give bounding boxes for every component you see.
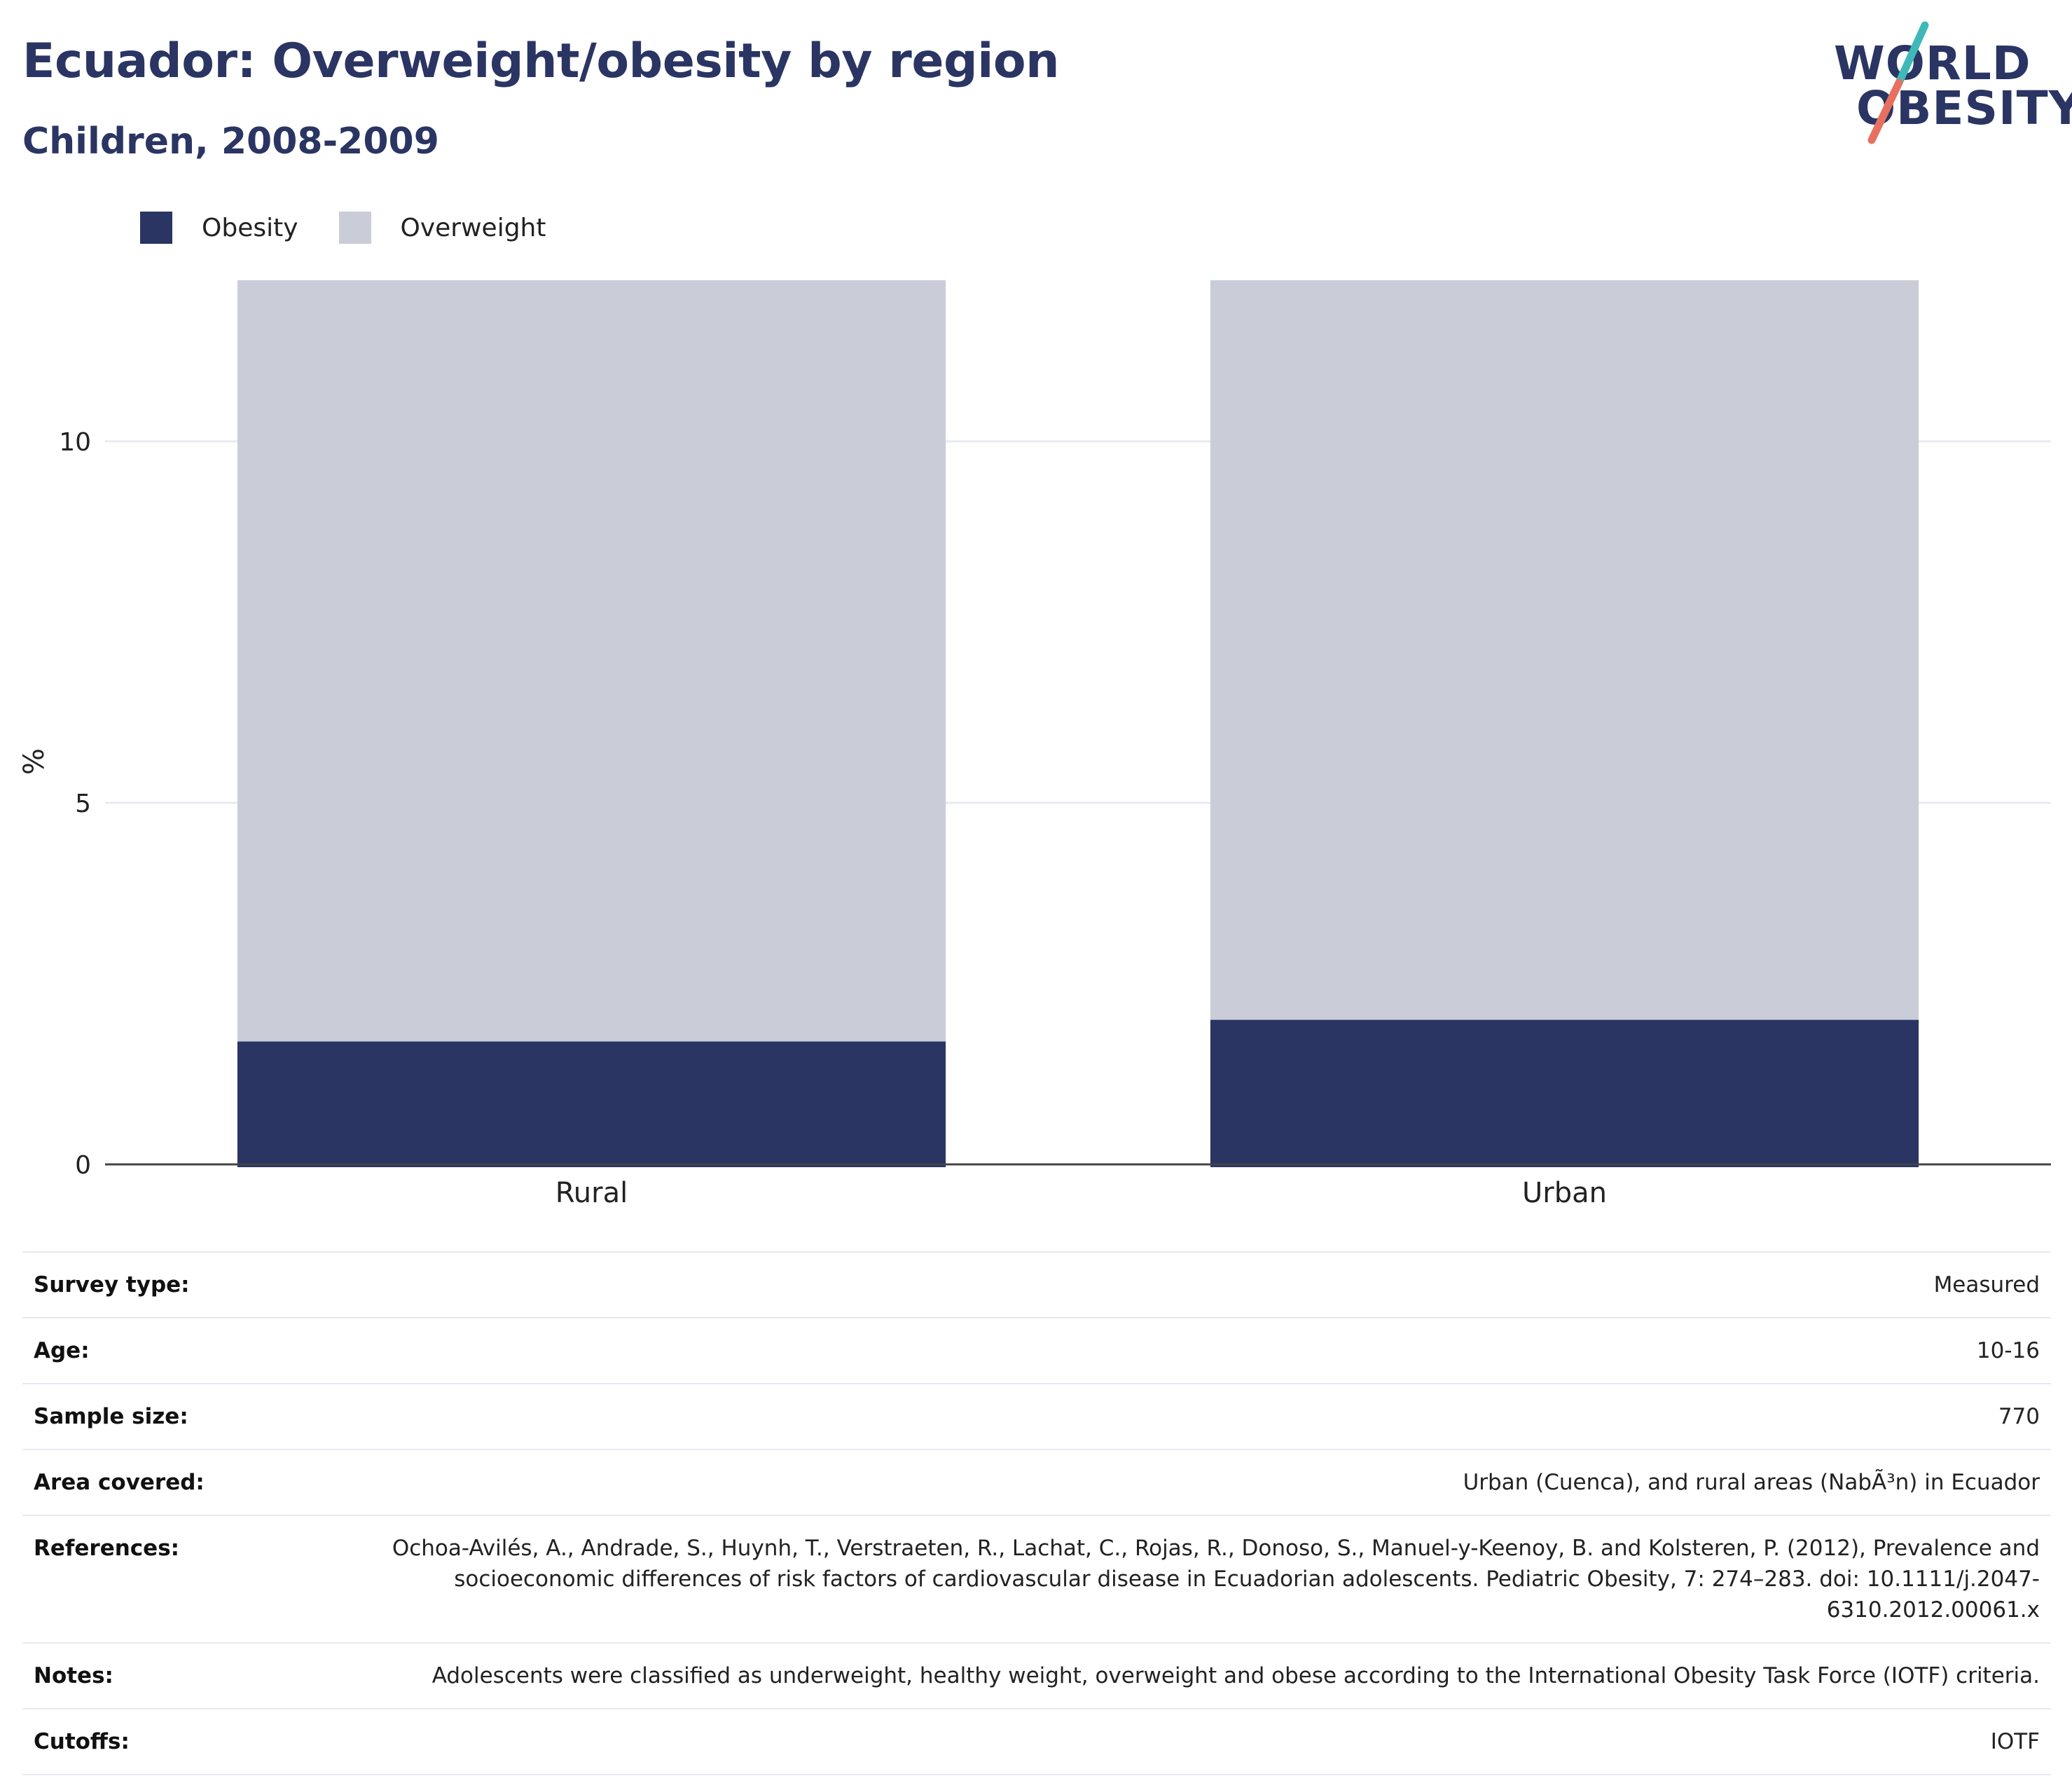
y-axis-title: % bbox=[18, 748, 50, 775]
info-value: Measured bbox=[339, 1251, 2051, 1319]
logo-word-world: WORLD bbox=[1834, 36, 2031, 90]
chart-legend: Obesity Overweight bbox=[140, 210, 586, 245]
bar-overweight-urban[interactable] bbox=[1210, 280, 1919, 1020]
legend-swatch-overweight bbox=[338, 212, 371, 244]
info-row: Age: 10-16 bbox=[22, 1317, 2051, 1385]
bar-obesity-urban[interactable] bbox=[1210, 1019, 1919, 1167]
x-category-label: Urban bbox=[1522, 1177, 1607, 1209]
survey-info-table: Survey type: Measured Age: 10-16 Sample size… bbox=[22, 1251, 2051, 1776]
bars bbox=[237, 280, 1919, 1167]
info-row: Sample size: 770 bbox=[22, 1383, 2051, 1451]
y-tick-label: 0 bbox=[75, 1151, 91, 1180]
info-value: 770 bbox=[339, 1383, 2051, 1451]
info-row: Cutoffs: IOTF bbox=[22, 1708, 2051, 1776]
info-label: Sample size: bbox=[22, 1383, 339, 1451]
info-value: IOTF bbox=[339, 1708, 2051, 1776]
info-value: Ochoa-Avilés, A., Andrade, S., Huynh, T.… bbox=[339, 1515, 2051, 1644]
legend-item-overweight[interactable]: Overweight bbox=[338, 212, 546, 244]
chart-title: Ecuador: Overweight/obesity by region bbox=[22, 34, 1060, 89]
legend-swatch-obesity bbox=[140, 212, 172, 244]
info-label: References: bbox=[22, 1515, 339, 1644]
bar-overweight-rural[interactable] bbox=[237, 280, 946, 1042]
info-label: Area covered: bbox=[22, 1449, 339, 1517]
info-row: Area covered: Urban (Cuenca), and rural a… bbox=[22, 1449, 2051, 1517]
info-row: Notes: Adolescents were classified as und… bbox=[22, 1642, 2051, 1710]
chart-subtitle: Children, 2008-2009 bbox=[22, 121, 439, 163]
bar-obesity-rural[interactable] bbox=[237, 1041, 946, 1167]
info-label: Age: bbox=[22, 1317, 339, 1385]
y-tick-label: 10 bbox=[59, 428, 91, 457]
x-category-labels: Rural Urban bbox=[555, 1177, 1607, 1209]
y-tick-label: 5 bbox=[75, 790, 91, 818]
info-row: Survey type: Measured bbox=[22, 1251, 2051, 1319]
info-row: References: Ochoa-Avilés, A., Andrade, S.… bbox=[22, 1515, 2051, 1644]
info-value: 10-16 bbox=[339, 1317, 2051, 1385]
info-label: Cutoffs: bbox=[22, 1708, 339, 1776]
info-label: Survey type: bbox=[22, 1251, 339, 1319]
info-value: Urban (Cuenca), and rural areas (NabÃ³n)… bbox=[339, 1449, 2051, 1517]
logo-slash-icon bbox=[1867, 21, 1929, 144]
world-obesity-logo: WORLD OBESITY bbox=[1828, 20, 2072, 146]
info-value: Adolescents were classified as underweig… bbox=[339, 1642, 2051, 1710]
legend-label-overweight: Overweight bbox=[400, 213, 546, 242]
legend-label-obesity: Obesity bbox=[202, 213, 298, 242]
y-tick-labels: 05101520 bbox=[59, 428, 91, 1180]
x-category-label: Rural bbox=[555, 1177, 628, 1209]
info-label: Notes: bbox=[22, 1642, 339, 1710]
legend-item-obesity[interactable]: Obesity bbox=[140, 212, 298, 244]
